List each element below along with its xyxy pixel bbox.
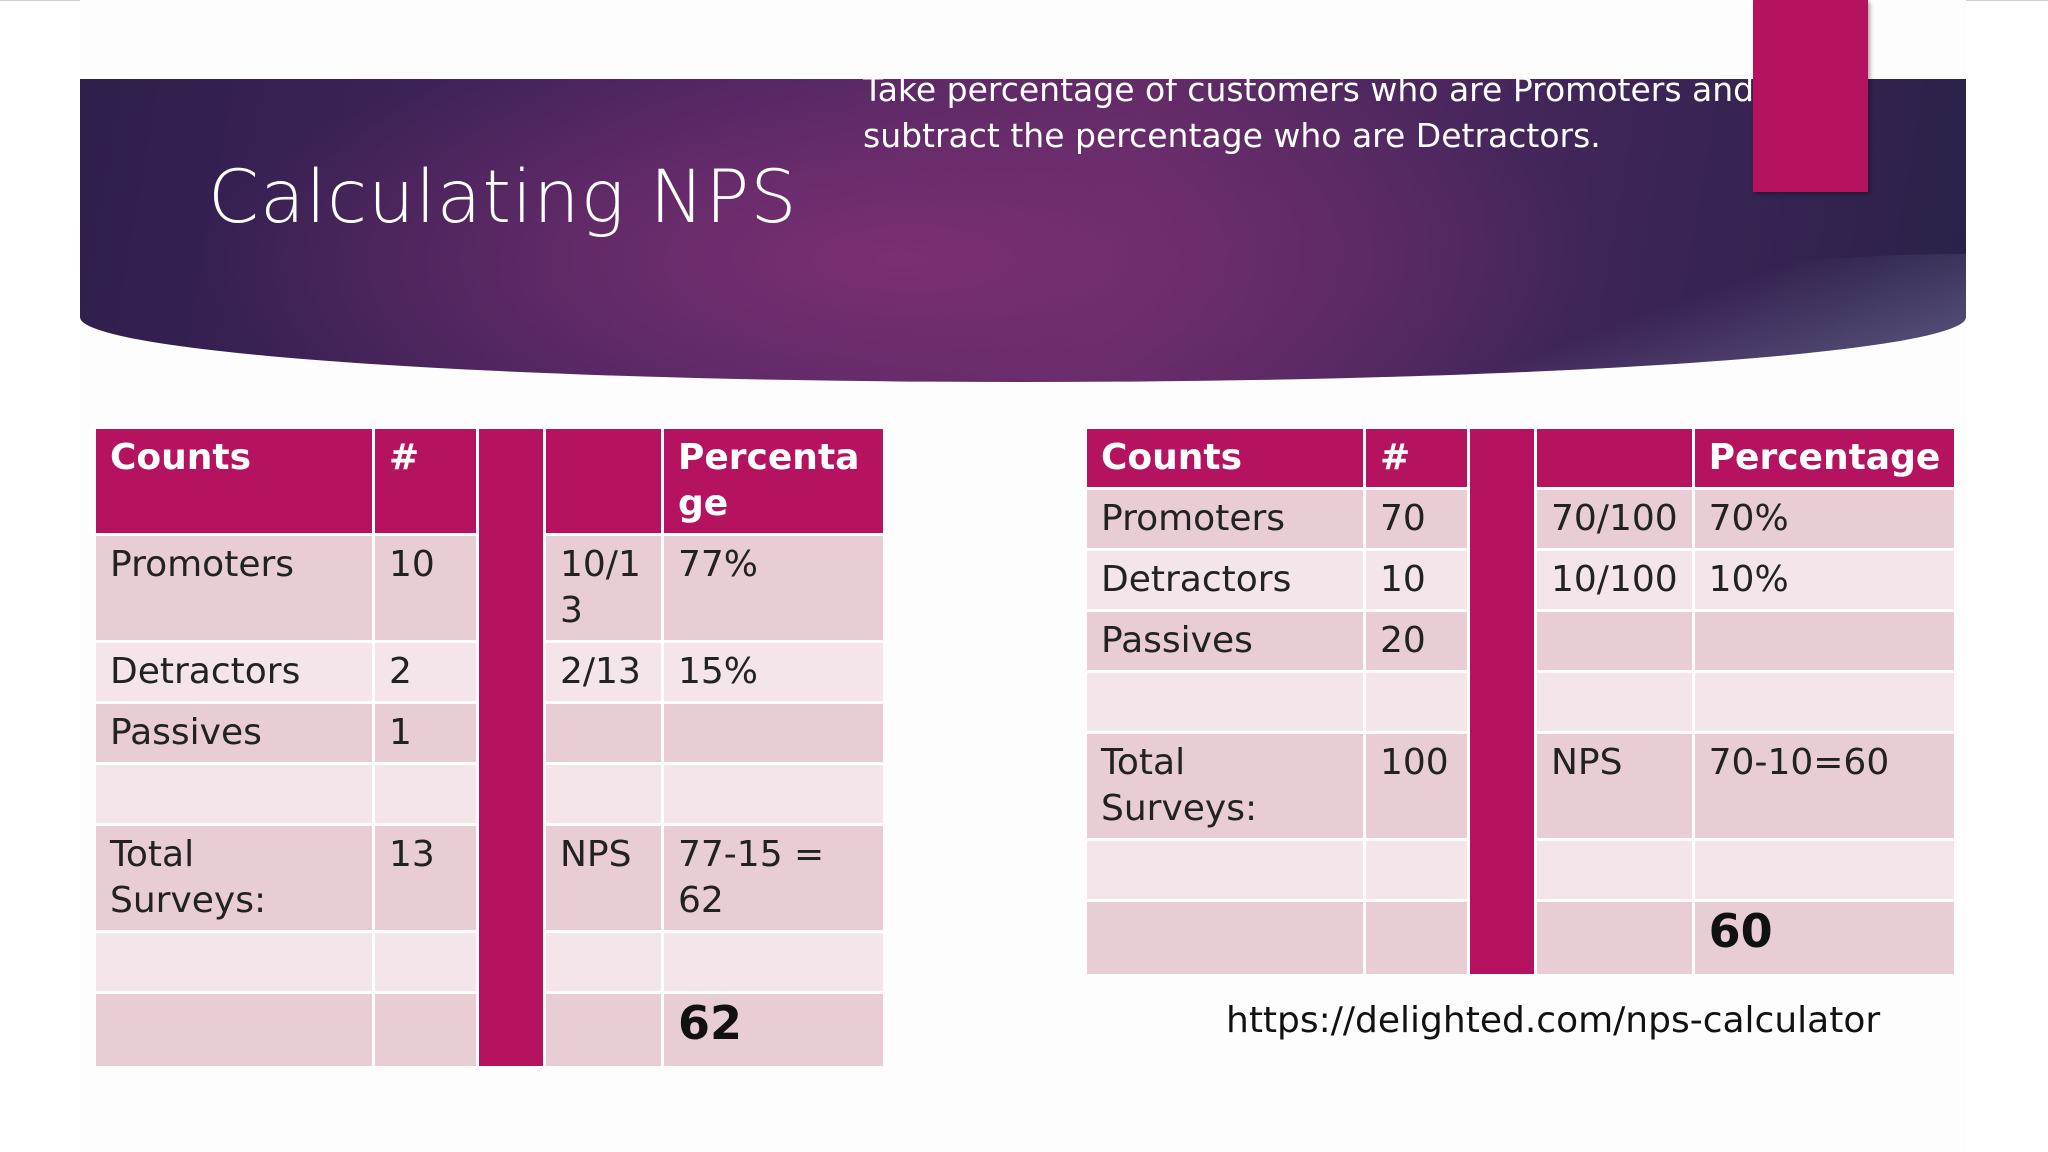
table-row: Detractors 2 2/13 15% (96, 643, 883, 701)
row-percentage: 70% (1694, 490, 1955, 548)
table-row: 60 (1087, 902, 1955, 974)
row-calc (1537, 612, 1692, 670)
header-percentage: Percentage (664, 429, 883, 533)
row-calc (1537, 841, 1692, 899)
row-label: Detractors (96, 643, 372, 701)
row-label: Promoters (96, 536, 372, 640)
row-calc: 70/100 (1537, 490, 1692, 548)
row-label: Total Surveys: (96, 826, 372, 930)
right-nps-table: Counts # Percentage Promoters 70 70/100 … (1084, 426, 1957, 977)
row-calc (546, 994, 661, 1066)
row-calc: 2/13 (546, 643, 661, 701)
table-row: Promoters 10 10/13 77% (96, 536, 883, 640)
row-label (1087, 673, 1363, 731)
header-calc (1537, 429, 1692, 487)
row-count (1366, 673, 1467, 731)
row-count (375, 994, 476, 1066)
row-count: 10 (1366, 551, 1467, 609)
subtitle-container: Take percentage of customers who are Pro… (0, 79, 2048, 199)
row-label (96, 994, 372, 1066)
row-percentage (1694, 673, 1955, 731)
header-num: # (1366, 429, 1467, 487)
left-nps-table: Counts # Percentage Promoters 10 10/13 7… (93, 426, 886, 1069)
row-percentage: 15% (664, 643, 883, 701)
row-percentage (664, 933, 883, 991)
row-percentage (1694, 612, 1955, 670)
table-row (1087, 841, 1955, 899)
row-count (1366, 841, 1467, 899)
row-calc (546, 933, 661, 991)
row-calc: 10/100 (1537, 551, 1692, 609)
row-calc (1537, 902, 1692, 974)
calculator-link[interactable]: https://delighted.com/nps-calculator (1226, 1000, 1881, 1041)
slide-header-banner: Calculating NPS (80, 79, 1966, 382)
row-calc (546, 765, 661, 823)
row-count: 20 (1366, 612, 1467, 670)
nps-result: 62 (664, 994, 883, 1066)
accent-tab (1753, 0, 1868, 192)
table-row (96, 765, 883, 823)
header-counts: Counts (96, 429, 372, 533)
row-label (96, 933, 372, 991)
table-row: 62 (96, 994, 883, 1066)
nps-result: 60 (1694, 902, 1955, 974)
row-label: Passives (1087, 612, 1363, 670)
row-label: Passives (96, 704, 372, 762)
row-count: 13 (375, 826, 476, 930)
row-count: 70 (1366, 490, 1467, 548)
row-count: 2 (375, 643, 476, 701)
row-percentage (1694, 841, 1955, 899)
table-row: Total Surveys: 100 NPS 70-10=60 (1087, 734, 1955, 838)
row-calc (546, 704, 661, 762)
slide-title: Calculating NPS (208, 155, 798, 240)
slide-subtitle: Take percentage of customers who are Pro… (863, 79, 1755, 155)
row-label: Total Surveys: (1087, 734, 1363, 838)
row-label (1087, 841, 1363, 899)
header-num: # (375, 429, 476, 533)
row-count: 1 (375, 704, 476, 762)
table-row: Total Surveys: 13 NPS 77-15 = 62 (96, 826, 883, 930)
row-label (1087, 902, 1363, 974)
row-count (375, 933, 476, 991)
table-row: Detractors 10 10/100 10% (1087, 551, 1955, 609)
row-percentage: 70-10=60 (1694, 734, 1955, 838)
row-calc (1537, 673, 1692, 731)
header-sheen (1446, 254, 1966, 382)
table-divider-bar (1470, 429, 1534, 974)
row-count: 100 (1366, 734, 1467, 838)
row-percentage: 10% (1694, 551, 1955, 609)
table-row: Passives 20 (1087, 612, 1955, 670)
table-row: Passives 1 (96, 704, 883, 762)
row-count (375, 765, 476, 823)
header-counts: Counts (1087, 429, 1363, 487)
table-divider-bar (479, 429, 543, 1066)
table-row (96, 933, 883, 991)
header-percentage: Percentage (1694, 429, 1955, 487)
row-count: 10 (375, 536, 476, 640)
row-calc: NPS (546, 826, 661, 930)
row-calc: 10/13 (546, 536, 661, 640)
row-percentage: 77% (664, 536, 883, 640)
row-percentage (664, 765, 883, 823)
header-calc (546, 429, 661, 533)
row-percentage (664, 704, 883, 762)
row-count (1366, 902, 1467, 974)
row-calc: NPS (1537, 734, 1692, 838)
row-label (96, 765, 372, 823)
table-row (1087, 673, 1955, 731)
row-percentage: 77-15 = 62 (664, 826, 883, 930)
row-label: Detractors (1087, 551, 1363, 609)
table-row: Promoters 70 70/100 70% (1087, 490, 1955, 548)
row-label: Promoters (1087, 490, 1363, 548)
